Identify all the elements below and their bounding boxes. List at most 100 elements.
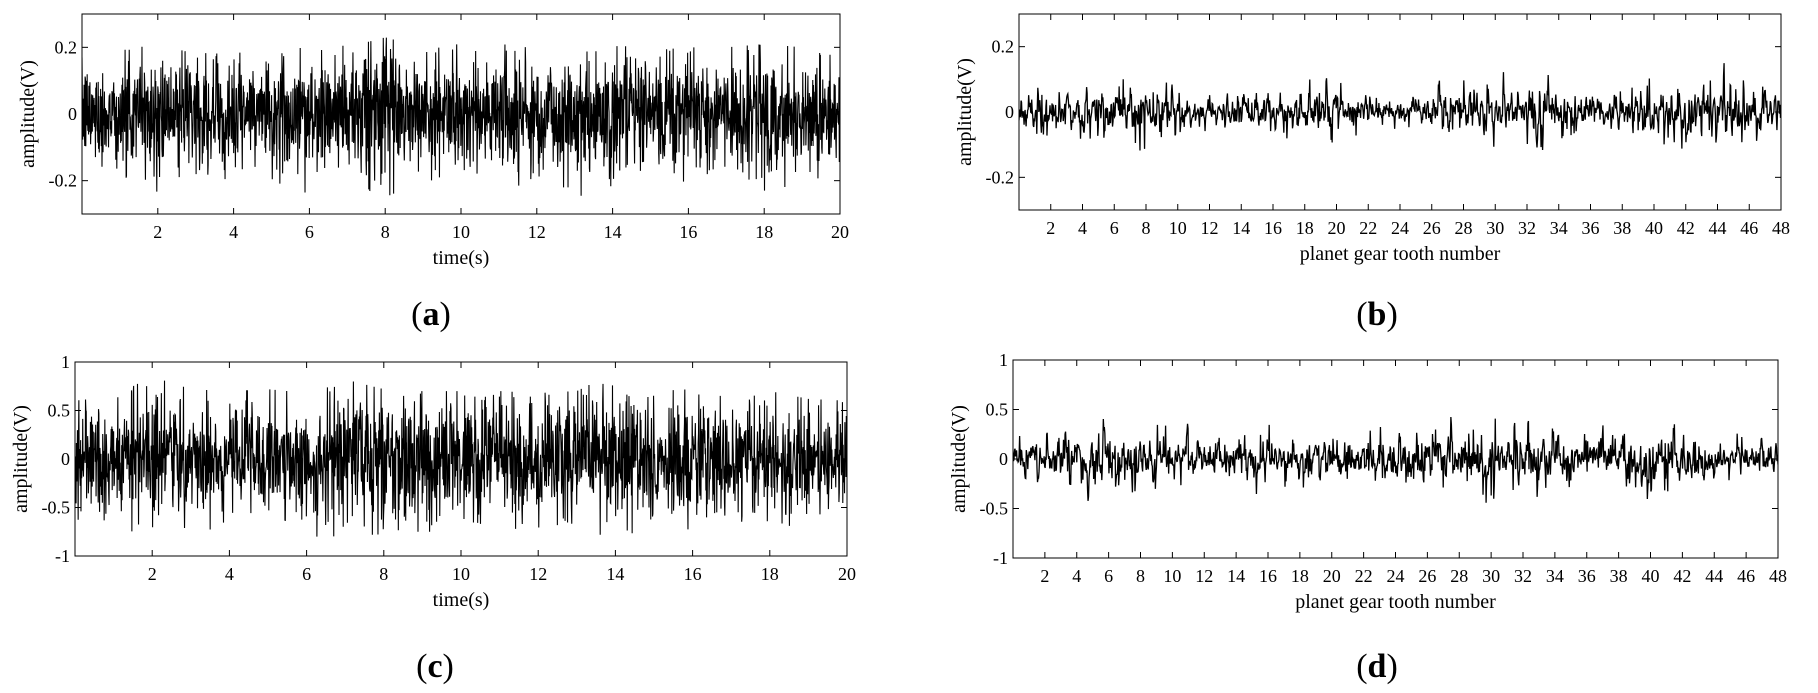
x-tick-label-a: 8 xyxy=(381,222,390,242)
x-tick-label-d: 42 xyxy=(1673,566,1691,586)
y-tick-label-d: -0.5 xyxy=(980,499,1009,519)
x-tick-label-b: 36 xyxy=(1582,218,1600,238)
y-tick-label-b: 0 xyxy=(1005,102,1014,122)
y-tick-label-b: -0.2 xyxy=(986,167,1015,187)
x-tick-label-d: 26 xyxy=(1418,566,1436,586)
x-tick-label-d: 12 xyxy=(1195,566,1213,586)
x-tick-label-b: 24 xyxy=(1391,218,1409,238)
caption-c: (c) xyxy=(416,648,454,685)
x-tick-label-d: 20 xyxy=(1323,566,1341,586)
y-tick-label-b: 0.2 xyxy=(992,37,1015,57)
y-tick-label-c: -0.5 xyxy=(42,498,71,518)
x-tick-label-c: 14 xyxy=(606,564,624,584)
x-tick-label-b: 38 xyxy=(1613,218,1631,238)
x-tick-label-c: 4 xyxy=(225,564,234,584)
x-tick-label-d: 36 xyxy=(1578,566,1596,586)
y-tick-label-c: -1 xyxy=(55,546,70,566)
x-tick-label-d: 40 xyxy=(1642,566,1660,586)
chart-panel-b: 2 4 6 8 10 12 14 16 18 20 22 24 26 28 30 32 34 36 38 40 42 44… xyxy=(909,0,1818,346)
x-tick-label-a: 20 xyxy=(831,222,849,242)
x-axis-label-d: planet gear tooth number xyxy=(1295,591,1496,613)
x-tick-label-d: 34 xyxy=(1546,566,1564,586)
x-tick-label-d: 10 xyxy=(1163,566,1181,586)
x-tick-label-b: 12 xyxy=(1201,218,1219,238)
y-tick-label-c: 1 xyxy=(61,352,70,372)
x-tick-label-b: 40 xyxy=(1645,218,1663,238)
y-tick-label-d: 1 xyxy=(999,350,1008,370)
y-axis-label-d: amplitude(V) xyxy=(948,405,970,513)
x-tick-label-a: 16 xyxy=(679,222,697,242)
x-tick-label-b: 44 xyxy=(1709,218,1727,238)
signal-trace-b xyxy=(1019,63,1781,151)
x-tick-label-d: 44 xyxy=(1705,566,1723,586)
x-tick-label-d: 46 xyxy=(1737,566,1755,586)
x-tick-label-d: 18 xyxy=(1291,566,1309,586)
x-tick-label-c: 6 xyxy=(302,564,311,584)
x-tick-label-b: 10 xyxy=(1169,218,1187,238)
y-tick-label-c: 0 xyxy=(61,449,70,469)
x-tick-label-a: 6 xyxy=(305,222,314,242)
caption-d: (d) xyxy=(1356,648,1398,685)
x-tick-label-b: 18 xyxy=(1296,218,1314,238)
x-tick-label-a: 10 xyxy=(452,222,470,242)
x-tick-label-c: 2 xyxy=(148,564,157,584)
chart-panel-a: 2 4 6 8 10 12 14 16 18 20 -0.2 0 0.2 time(s) amplitude… xyxy=(0,0,900,346)
x-tick-label-c: 20 xyxy=(838,564,856,584)
chart-a: 2 4 6 8 10 12 14 16 18 20 -0.2 0 0.2 time(s) amplitude… xyxy=(17,13,849,269)
x-tick-label-b: 2 xyxy=(1046,218,1055,238)
x-tick-label-b: 26 xyxy=(1423,218,1441,238)
y-tick-label-d: 0 xyxy=(999,449,1008,469)
x-axis-label-b: planet gear tooth number xyxy=(1300,243,1501,265)
x-tick-label-d: 14 xyxy=(1227,566,1245,586)
y-axis-label-a: amplitude(V) xyxy=(17,60,39,168)
x-tick-label-b: 30 xyxy=(1486,218,1504,238)
x-tick-label-b: 42 xyxy=(1677,218,1695,238)
x-tick-label-a: 18 xyxy=(755,222,773,242)
signal-trace-c xyxy=(75,380,847,537)
y-tick-label-d: 0.5 xyxy=(986,400,1009,420)
y-tick-label-a: 0.2 xyxy=(55,37,78,57)
x-tick-label-b: 48 xyxy=(1772,218,1790,238)
x-tick-label-b: 14 xyxy=(1232,218,1250,238)
chart-panel-d: 2 4 6 8 10 12 14 16 18 20 22 24 26 28 30 32 34 36 38 40 42 44… xyxy=(909,346,1818,693)
x-tick-label-b: 4 xyxy=(1078,218,1087,238)
x-tick-label-d: 32 xyxy=(1514,566,1532,586)
x-tick-label-c: 12 xyxy=(529,564,547,584)
y-axis-label-c: amplitude(V) xyxy=(10,405,32,513)
signal-trace-a xyxy=(82,37,840,196)
x-tick-label-a: 4 xyxy=(229,222,238,242)
x-tick-label-b: 28 xyxy=(1455,218,1473,238)
x-tick-label-b: 22 xyxy=(1359,218,1377,238)
signal-trace-d xyxy=(1013,417,1778,503)
x-tick-label-d: 38 xyxy=(1610,566,1628,586)
chart-d: 2 4 6 8 10 12 14 16 18 20 22 24 26 28 30 32 34 36 38 40 42 44… xyxy=(948,350,1787,613)
x-tick-label-c: 8 xyxy=(379,564,388,584)
x-tick-label-d: 8 xyxy=(1136,566,1145,586)
y-tick-label-a: -0.2 xyxy=(49,171,78,191)
y-tick-label-d: -1 xyxy=(993,548,1008,568)
x-tick-label-b: 32 xyxy=(1518,218,1536,238)
x-tick-label-c: 18 xyxy=(761,564,779,584)
x-tick-label-d: 28 xyxy=(1450,566,1468,586)
x-axis-label-c: time(s) xyxy=(433,589,490,611)
x-tick-label-d: 2 xyxy=(1040,566,1049,586)
x-tick-label-d: 24 xyxy=(1387,566,1405,586)
x-tick-label-b: 20 xyxy=(1328,218,1346,238)
x-tick-label-b: 6 xyxy=(1110,218,1119,238)
chart-c: 2 4 6 8 10 12 14 16 18 20 -1 -0.5 0 0.5 1 time(s) amplit… xyxy=(10,352,856,611)
x-tick-label-c: 16 xyxy=(684,564,702,584)
x-tick-label-d: 22 xyxy=(1355,566,1373,586)
y-tick-label-c: 0.5 xyxy=(48,401,71,421)
caption-a: (a) xyxy=(411,296,451,333)
x-tick-label-d: 16 xyxy=(1259,566,1277,586)
x-tick-label-a: 12 xyxy=(528,222,546,242)
x-tick-label-b: 16 xyxy=(1264,218,1282,238)
y-tick-label-a: 0 xyxy=(68,104,77,124)
x-tick-label-a: 14 xyxy=(604,222,622,242)
x-tick-label-b: 34 xyxy=(1550,218,1568,238)
x-axis-label-a: time(s) xyxy=(433,247,490,269)
caption-b: (b) xyxy=(1356,296,1398,333)
chart-b: 2 4 6 8 10 12 14 16 18 20 22 24 26 28 30 32 34 36 38 40 42 44… xyxy=(954,13,1790,265)
x-tick-label-c: 10 xyxy=(452,564,470,584)
chart-panel-c: 2 4 6 8 10 12 14 16 18 20 -1 -0.5 0 0.5 1 time(s) amplit… xyxy=(0,346,900,693)
